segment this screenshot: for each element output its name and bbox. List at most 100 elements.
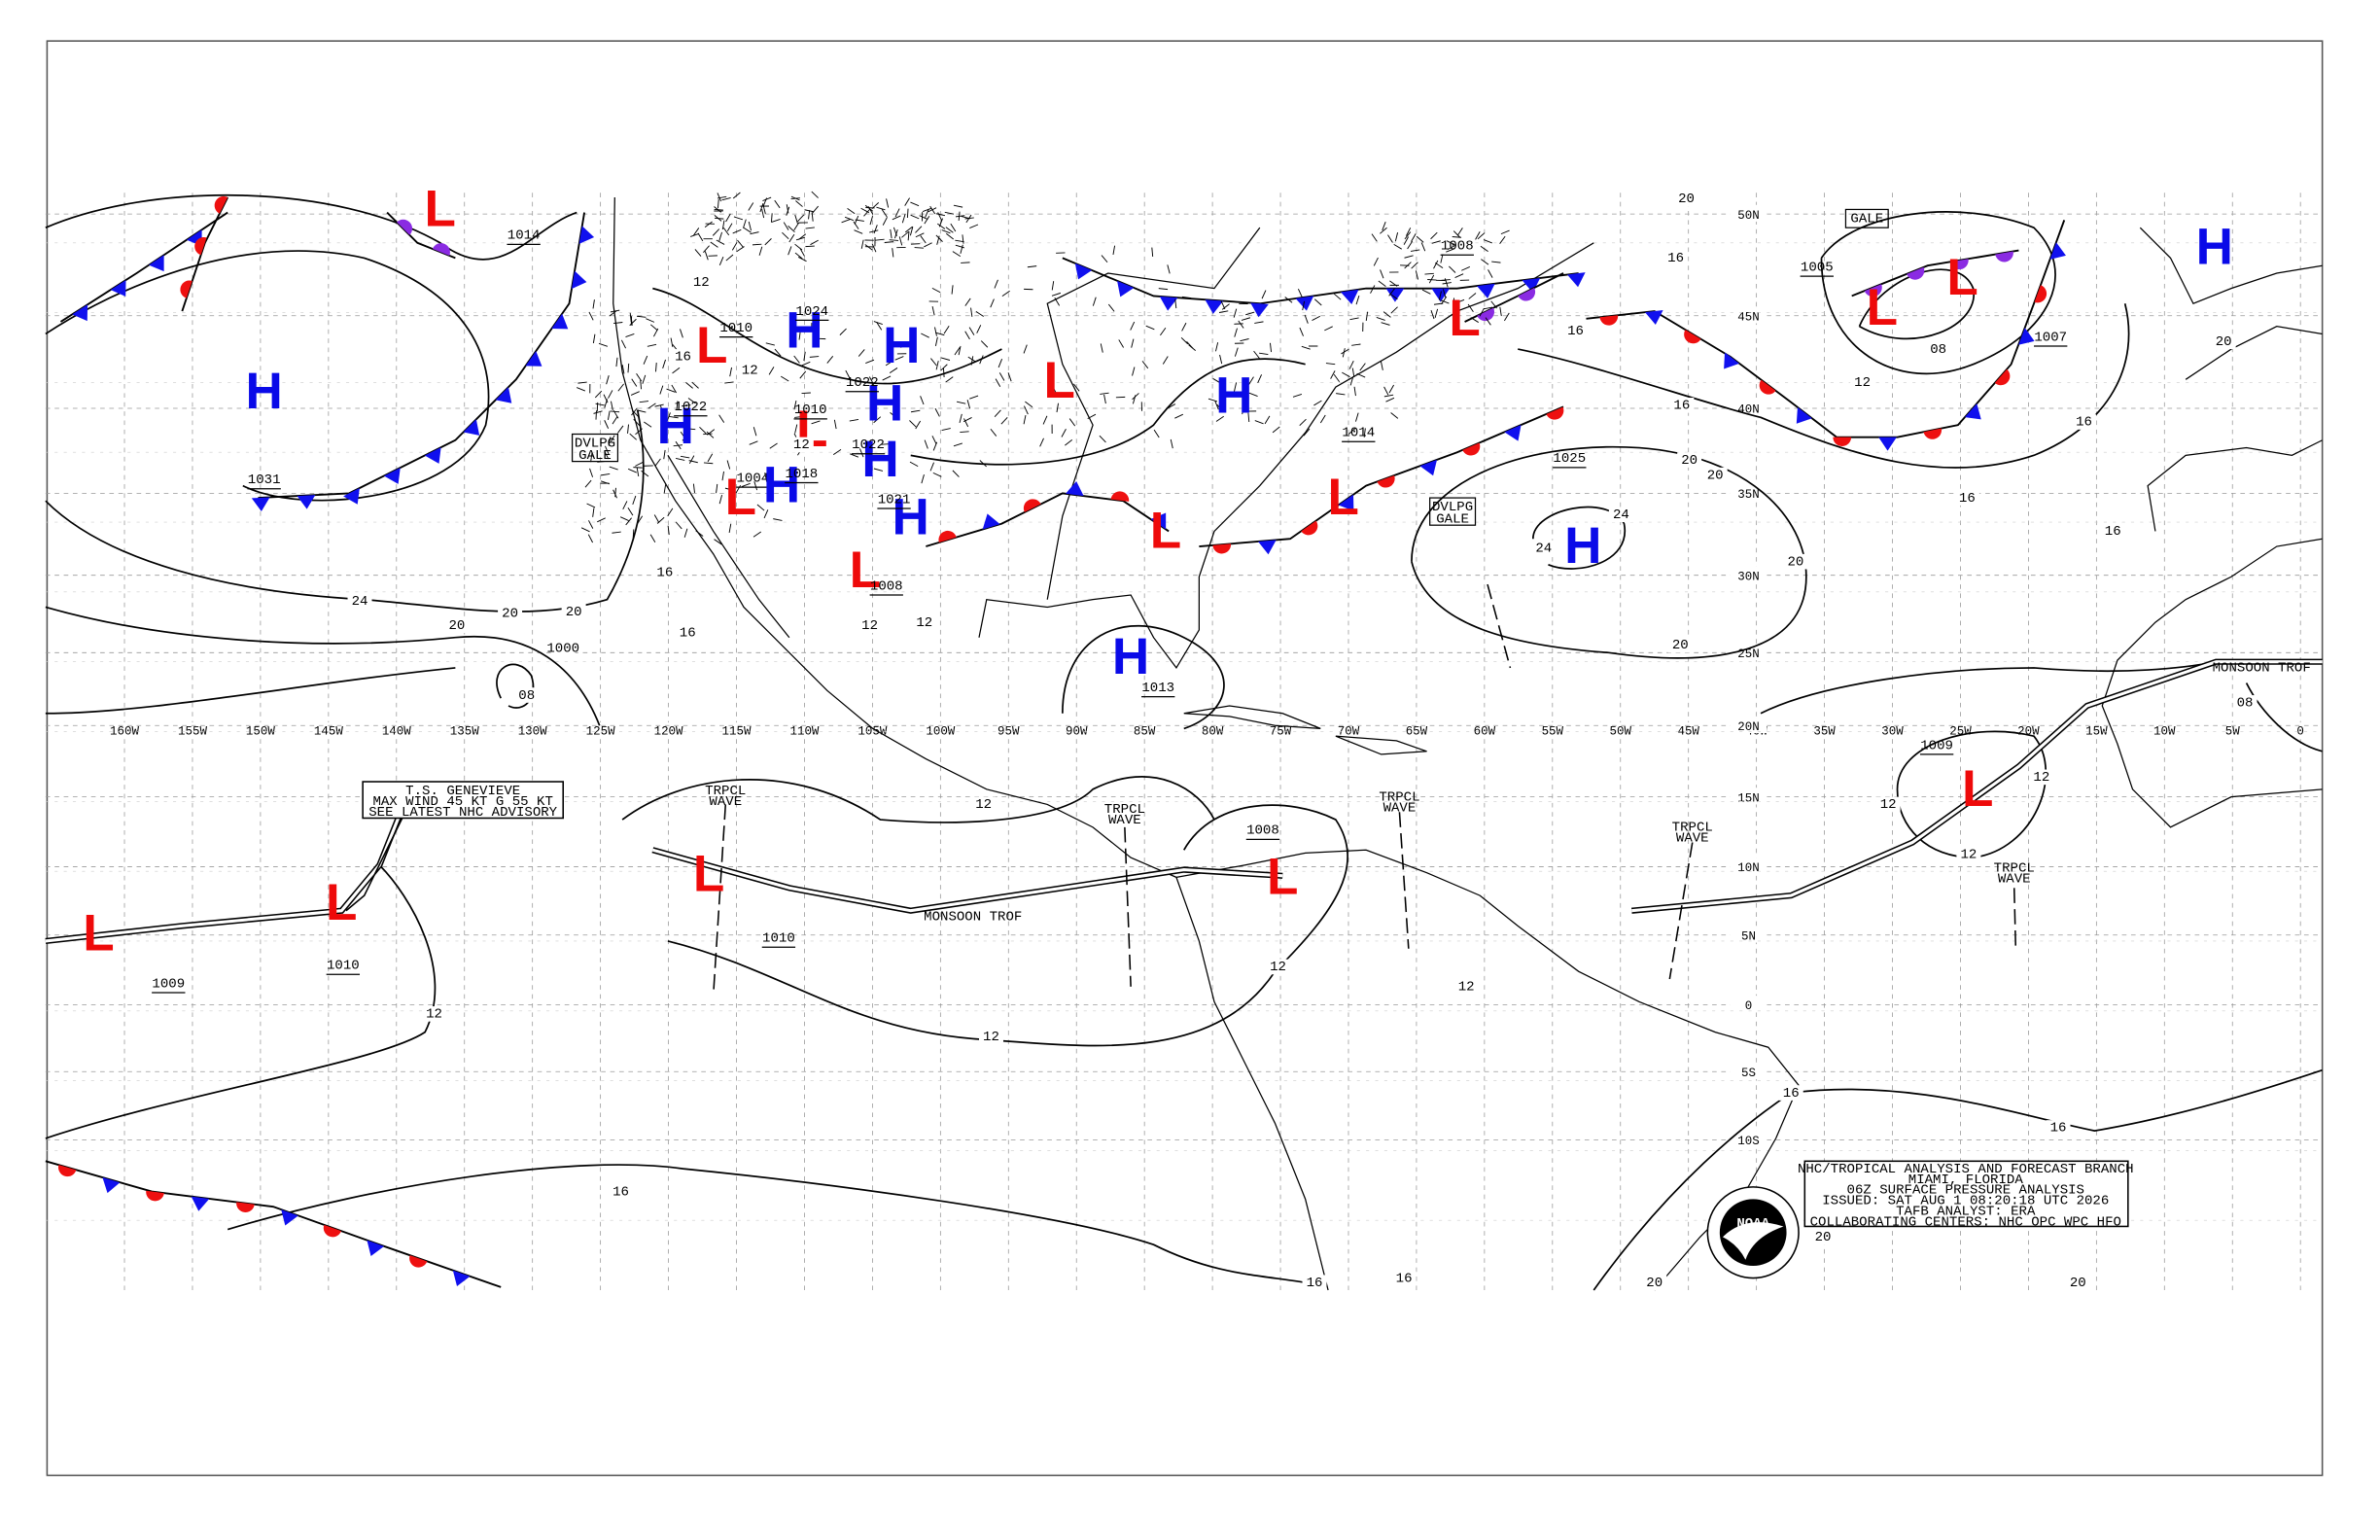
station-plot — [732, 192, 741, 199]
station-plot — [710, 241, 718, 248]
cold-front-barb — [1295, 296, 1314, 311]
station-plot — [845, 369, 851, 379]
station-plot — [631, 407, 638, 416]
station-plot — [589, 468, 594, 477]
lon-label-bg — [1669, 722, 1707, 738]
station-plot — [1167, 264, 1171, 274]
feature-label: WAVE — [1676, 831, 1709, 847]
station-plot — [637, 515, 644, 524]
longitude-label: 45W — [1677, 725, 1699, 739]
lon-label-bg — [2146, 722, 2184, 738]
latitude-label: 35N — [1737, 488, 1759, 502]
coastline — [2185, 326, 2323, 380]
station-plot — [685, 428, 696, 431]
isobar-label-bg — [444, 617, 470, 634]
occluded-barb — [397, 219, 413, 235]
occluded-barb — [1864, 284, 1882, 298]
warm-front-barb — [323, 1224, 341, 1238]
coastline — [1046, 227, 1261, 600]
station-plot — [714, 208, 723, 211]
station-plot — [608, 390, 613, 399]
station-plot — [662, 359, 666, 369]
isobar-label-bg — [1674, 191, 1699, 207]
isobar-label: 16 — [1396, 1271, 1413, 1286]
feature-label: MONSOON TROF — [2213, 661, 2311, 677]
station-plot — [1336, 393, 1346, 396]
isobar-label-bg — [550, 640, 576, 656]
station-plot — [954, 347, 961, 356]
station-plot — [1435, 262, 1444, 269]
station-plot — [979, 355, 984, 365]
central-pressure: 1010 — [719, 321, 752, 336]
cold-front-barb — [1066, 481, 1084, 497]
coastline — [1175, 877, 1329, 1291]
lon-label-bg — [106, 722, 143, 738]
station-plot — [1181, 322, 1187, 332]
station-plot — [606, 375, 610, 385]
lon-label-bg — [649, 722, 687, 738]
station-plot — [635, 428, 643, 436]
station-plot — [1107, 303, 1115, 312]
station-plot — [1174, 298, 1177, 309]
station-plot — [578, 381, 587, 384]
station-plot — [663, 449, 666, 460]
warm-front-barb — [1599, 315, 1619, 326]
station-plot — [920, 235, 927, 244]
station-plot — [793, 355, 800, 364]
station-plot — [826, 355, 834, 364]
feature-label: TRPCL — [1672, 821, 1713, 836]
longitude-label: 120W — [654, 725, 683, 739]
warm-front-barb — [58, 1165, 77, 1177]
station-plot — [794, 415, 804, 418]
station-plot — [669, 415, 679, 419]
coastline — [2101, 538, 2323, 828]
isobar-label-bg — [422, 1006, 447, 1022]
station-plot — [1446, 240, 1455, 246]
station-plot — [942, 368, 945, 378]
station-plot — [748, 202, 754, 211]
station-plot — [1027, 265, 1037, 268]
pressure-center-symbol: L — [1867, 279, 1898, 336]
station-plot — [941, 229, 951, 234]
station-plot — [1430, 309, 1435, 320]
warm-front-barb — [146, 1190, 164, 1202]
station-plot — [663, 484, 667, 494]
cold-front-barb — [1258, 540, 1277, 555]
station-plot — [1312, 315, 1321, 322]
station-plot — [833, 419, 837, 430]
feature-label: TRPCL — [1994, 861, 2035, 877]
isobar-label: 12 — [1880, 797, 1897, 813]
cold-front-barb — [1150, 512, 1167, 530]
latitude-label: 20N — [1737, 720, 1759, 734]
station-plot — [621, 365, 625, 374]
station-plot — [1212, 378, 1221, 384]
station-plot — [898, 236, 903, 246]
station-plot — [1394, 232, 1399, 242]
station-plot — [1477, 232, 1486, 240]
isobar — [496, 663, 535, 709]
cold-front-barb — [110, 280, 126, 297]
cold-front-barb — [525, 351, 542, 367]
station-plot — [1254, 420, 1264, 425]
station-plot — [609, 466, 618, 471]
station-plot — [1167, 403, 1176, 409]
lat-label-bg — [1730, 996, 1768, 1013]
cold-front-barb — [452, 1270, 471, 1286]
station-plot — [672, 367, 681, 374]
pressure-center-symbol: H — [866, 374, 903, 432]
isobar-label: 12 — [793, 438, 810, 453]
station-plot — [629, 433, 637, 440]
latitude-label: 50N — [1737, 209, 1759, 223]
station-plot — [1355, 296, 1360, 305]
station-plot — [1141, 361, 1149, 369]
isobar — [45, 606, 601, 726]
isobar-label-bg — [1875, 796, 1901, 813]
station-plot — [759, 203, 764, 213]
station-plot — [726, 460, 731, 470]
station-plot — [1410, 249, 1420, 252]
station-plot — [955, 244, 964, 249]
station-plot — [959, 413, 962, 424]
pressure-center-symbol: L — [425, 181, 456, 238]
station-plot — [1341, 348, 1349, 355]
station-plot — [1313, 298, 1322, 306]
